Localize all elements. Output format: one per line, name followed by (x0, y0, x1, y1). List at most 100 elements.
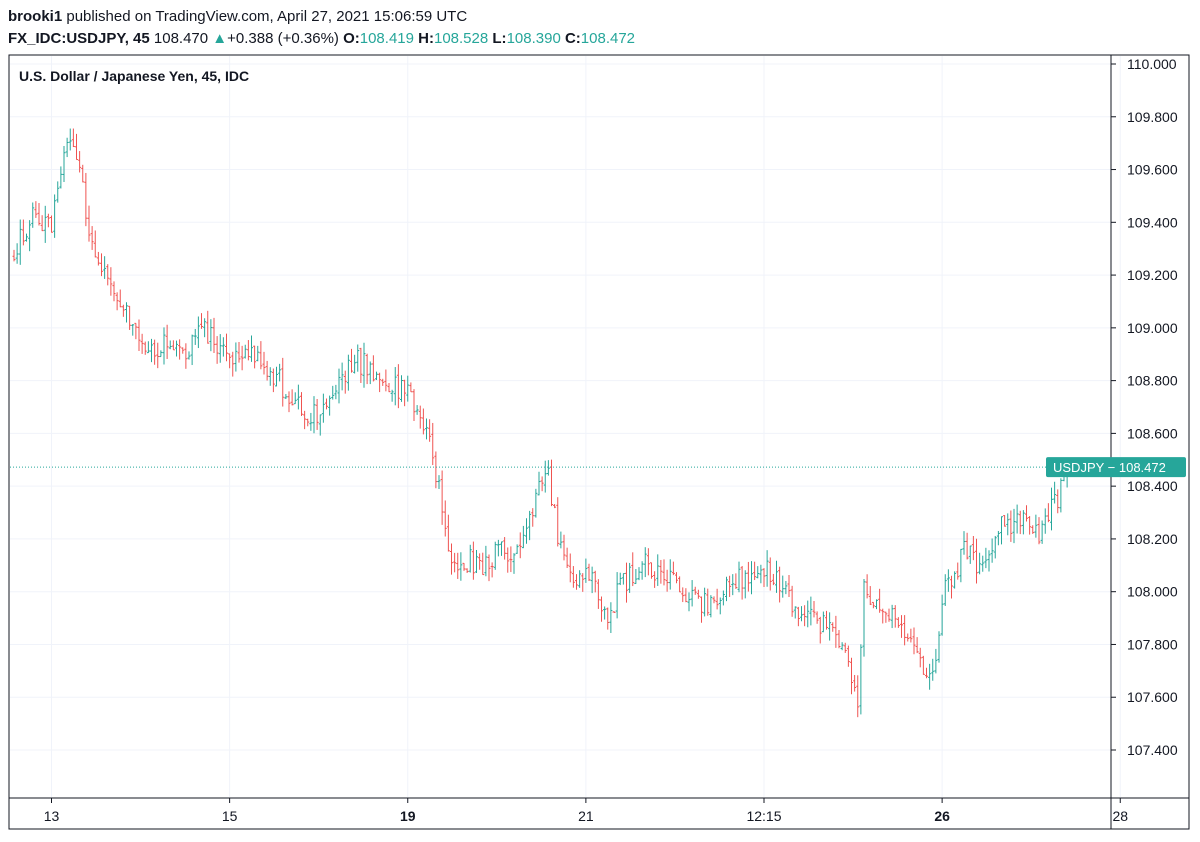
ohlc-bar (431, 422, 435, 466)
ohlc-bar (731, 574, 735, 596)
ohlc-bar (140, 333, 144, 354)
author-name[interactable]: brooki1 (8, 8, 63, 25)
ohlc-bar (896, 617, 900, 628)
ohlc-bar (728, 575, 732, 597)
time-axis[interactable]: 13 15 19 21 12:15 26 28 (44, 798, 1129, 824)
ohlc-bar (190, 334, 194, 366)
ohlc-bar (315, 398, 319, 430)
ohlc-bar (959, 548, 963, 583)
ohlc-bar (56, 181, 60, 203)
ohlc-bar (700, 596, 703, 623)
time-tick-label: 19 (400, 808, 416, 824)
ohlc-bar (984, 547, 988, 569)
ohlc-bar (146, 341, 150, 354)
ohlc-bar (546, 460, 550, 476)
ohlc-bar (246, 340, 250, 361)
ohlc-bar (843, 642, 847, 653)
price-axis[interactable]: 110.000 109.800 109.600 109.400 109.200 109.0… (1111, 56, 1178, 758)
ohlc-bar (768, 557, 772, 591)
ohlc-bar (418, 405, 422, 429)
ohlc-bar (900, 615, 903, 638)
ohlc-bar (37, 202, 41, 226)
time-tick-label: 28 (1112, 808, 1128, 824)
ohlc-bar (443, 500, 447, 537)
ohlc-bar (975, 538, 978, 584)
ohlc-bar (884, 611, 888, 623)
low-label: L: (492, 30, 507, 47)
ohlc-bar (87, 205, 91, 242)
ohlc-bar (321, 393, 325, 423)
ohlc-bar (196, 316, 200, 349)
ohlc-bar (318, 414, 322, 436)
ohlc-bar (115, 292, 119, 311)
ohlc-bar (903, 615, 907, 646)
ohlc-bars (12, 128, 1069, 718)
ohlc-bar (393, 367, 397, 406)
ohlc-bar (815, 611, 819, 624)
ohlc-bar (456, 552, 460, 579)
ohlc-bar (1028, 516, 1032, 535)
ohlc-bar (540, 476, 544, 492)
ohlc-bar (421, 408, 425, 435)
ohlc-bar (459, 552, 463, 581)
close-value: 108.472 (580, 30, 636, 47)
ohlc-bar (853, 674, 857, 692)
ohlc-bar (71, 128, 75, 148)
ohlc-bar (837, 630, 841, 649)
ohlc-bar (34, 201, 38, 218)
ohlc-bar (871, 601, 875, 609)
ohlc-bar (171, 340, 175, 351)
ohlc-bar (915, 637, 919, 654)
ohlc-bar (500, 541, 503, 556)
ohlc-bar (25, 233, 28, 242)
ohlc-bar (484, 545, 488, 577)
time-tick-label: 15 (222, 808, 238, 824)
price-tick-label: 109.800 (1127, 109, 1178, 125)
ohlc-bar (568, 553, 572, 583)
last-price-tag[interactable]: USDJPY − 108.472 (1046, 457, 1186, 478)
ohlc-bar (250, 335, 253, 362)
ohlc-bar (109, 267, 113, 296)
ohlc-bar (759, 564, 763, 584)
ohlc-bar (53, 194, 57, 238)
ohlc-bar (743, 570, 747, 599)
ohlc-bar (200, 313, 203, 329)
ohlc-bar (1025, 505, 1028, 522)
ohlc-bar (356, 344, 360, 372)
ohlc-bar (100, 253, 103, 277)
ohlc-bar (509, 546, 513, 573)
ohlc-bar (612, 611, 616, 613)
time-tick-label: 13 (44, 808, 60, 824)
ohlc-bar (206, 310, 210, 344)
ohlc-bar (793, 606, 797, 619)
ohlc-bar (31, 202, 35, 228)
ohlc-bar (603, 606, 607, 620)
chart-header: brooki1 published on TradingView.com, Ap… (8, 6, 1188, 50)
ohlc-bar (300, 392, 303, 416)
ohlc-bar (534, 488, 538, 518)
ohlc-bar (412, 389, 416, 422)
time-tick-label: 26 (934, 808, 950, 824)
ohlc-bar (181, 347, 185, 354)
ohlc-bar (350, 348, 353, 373)
ohlc-bar (465, 568, 469, 574)
ohlc-bar (365, 353, 369, 385)
ohlc-bar (578, 570, 582, 588)
ohlc-bar (1015, 504, 1019, 534)
ohlc-bar (65, 137, 69, 158)
ohlc-bar (909, 628, 913, 643)
ohlc-bar (775, 560, 778, 593)
ohlc-bar (337, 368, 341, 404)
ohlc-bar (453, 552, 457, 573)
ohlc-bar (962, 531, 966, 555)
ohlc-bar (112, 281, 116, 302)
ohlc-bar (46, 213, 50, 228)
ohlc-bar (865, 574, 869, 599)
ohlc-bar (593, 570, 597, 593)
ohlc-bar (659, 559, 663, 584)
ohlc-bar (359, 347, 363, 383)
ohlc-bar (215, 336, 219, 364)
ohlc-bar (306, 418, 310, 427)
ohlc-bar (425, 418, 428, 440)
